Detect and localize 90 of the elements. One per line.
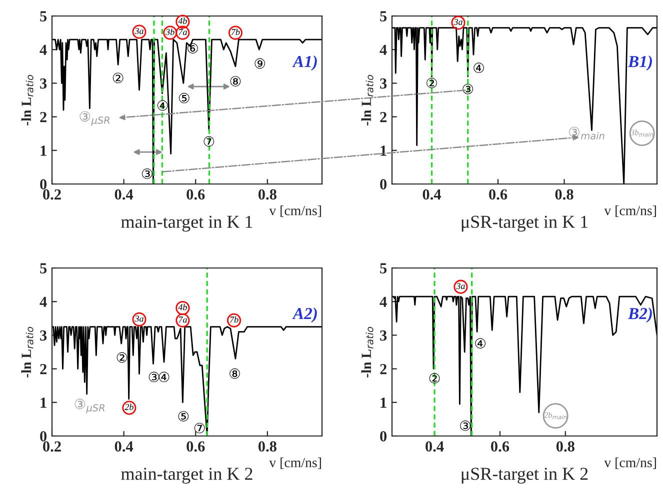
annotation: ② [426,78,437,88]
x-axis-title: v [cm/ns] [269,205,321,217]
y-tick-label: 1 [380,146,386,156]
y-tick-label: 0 [40,431,47,442]
y-tick-label: 2 [380,112,386,122]
y-tick-label: 5 [40,11,47,22]
y-tick-label: 0 [40,179,47,190]
annotation: ⑦ [194,422,205,434]
annotation: 3a [454,18,462,25]
annotation: 4b [178,18,187,24]
annotation: ⑤ [178,411,189,422]
y-tick-label: 1 [380,398,386,408]
x-tick-label: 0.2 [43,441,61,452]
y-tick-label: 2 [40,112,46,122]
annotation: 2b$_{main}$ [544,412,567,420]
x-tick-label: 0.6 [489,189,508,200]
x-tick-label: 0.8 [556,441,574,452]
y-tick-label: 0 [380,431,387,442]
annotation: 3a [456,283,465,290]
text: main-target in K 2 [121,468,252,484]
text: main-target in K 1 [121,216,252,232]
x-axis-title: v [cm/ns] [269,457,321,469]
x-axis-title: v [cm/ns] [604,457,656,469]
y-tick-label: 0 [380,179,387,190]
annotation: ⑦ [204,136,214,147]
annotation: ④ [474,62,484,74]
x-tick-label: 0.4 [426,441,444,452]
annotation: 3a [134,28,144,34]
annotation: A1) [292,55,317,71]
annotation: ③ [142,168,152,179]
x-tick-label: 0.4 [422,189,442,200]
annotation: ⑨ [254,58,266,69]
annotation: ⑥ [188,43,198,54]
y-tick-label: 5 [380,11,387,22]
x-tick-label: 0.8 [555,189,574,200]
annotation: B1) [628,55,652,71]
annotation: ③ [462,84,474,94]
y-axis-title: -ln L$_{ratio}$ [21,326,34,378]
x-tick-label: 0.4 [114,441,134,452]
y-axis-title: -ln L$_{ratio}$ [361,326,374,378]
y-axis-title: -ln L$_{ratio}$ [361,74,374,126]
y-tick-label: 3 [380,330,387,341]
y-tick-label: 1 [40,146,46,156]
y-tick-label: 3 [40,330,47,341]
annotation: ③ [460,420,470,431]
text: μSR-target in K 1 [462,216,588,232]
annotation: B2) [628,307,652,323]
annotation: 2b [124,404,134,410]
annotation: 7b [230,316,238,323]
x-tick-label: 0.6 [490,441,510,452]
annotation: ③$_{μSR}$ [74,398,104,414]
y-tick-label: 4 [40,296,47,307]
y-axis-title: -ln L$_{ratio}$ [21,74,34,126]
y-tick-label: 4 [40,44,47,55]
annotation: ④ [475,338,486,349]
y-tick-label: 2 [380,364,386,374]
annotation: ④ [157,100,168,111]
annotation: 3b [166,28,174,36]
annotation: ⑧ [230,76,241,86]
annotation: 4b [178,304,187,310]
y-tick-label: 1 [40,398,46,408]
annotation: ⑧ [230,368,240,379]
x-tick-label: 0.8 [258,441,276,452]
x-axis-title: v [cm/ns] [604,205,656,217]
annotation: 7b [231,28,240,36]
annotation: 3a [134,316,144,322]
annotation: ③$_{μSR}$ [80,111,110,126]
y-tick-label: 4 [380,296,387,307]
annotation: ② [116,352,128,363]
annotation: ⑤ [178,92,190,104]
x-tick-label: 0.6 [186,441,205,452]
x-tick-label: 0.6 [186,189,205,200]
y-tick-label: 5 [40,263,47,274]
annotation: ④ [158,372,170,382]
annotation: 7a [178,29,187,36]
y-tick-label: 2 [40,364,46,374]
annotation: 3b$_{main}$ [630,129,654,137]
x-tick-label: 0.4 [114,189,134,200]
x-tick-label: 0.2 [43,189,61,200]
y-tick-label: 5 [380,263,387,274]
text: μSR-target in K 2 [462,468,588,484]
annotation: ③ [148,372,160,382]
y-tick-label: 3 [40,78,47,89]
annotation: ② [112,72,124,84]
y-tick-label: 4 [380,44,387,55]
annotation: 7a [178,316,187,323]
x-tick-label: 0.8 [258,189,276,200]
y-tick-label: 3 [380,78,387,89]
annotation: ② [429,373,440,384]
annotation: A2) [292,307,317,323]
